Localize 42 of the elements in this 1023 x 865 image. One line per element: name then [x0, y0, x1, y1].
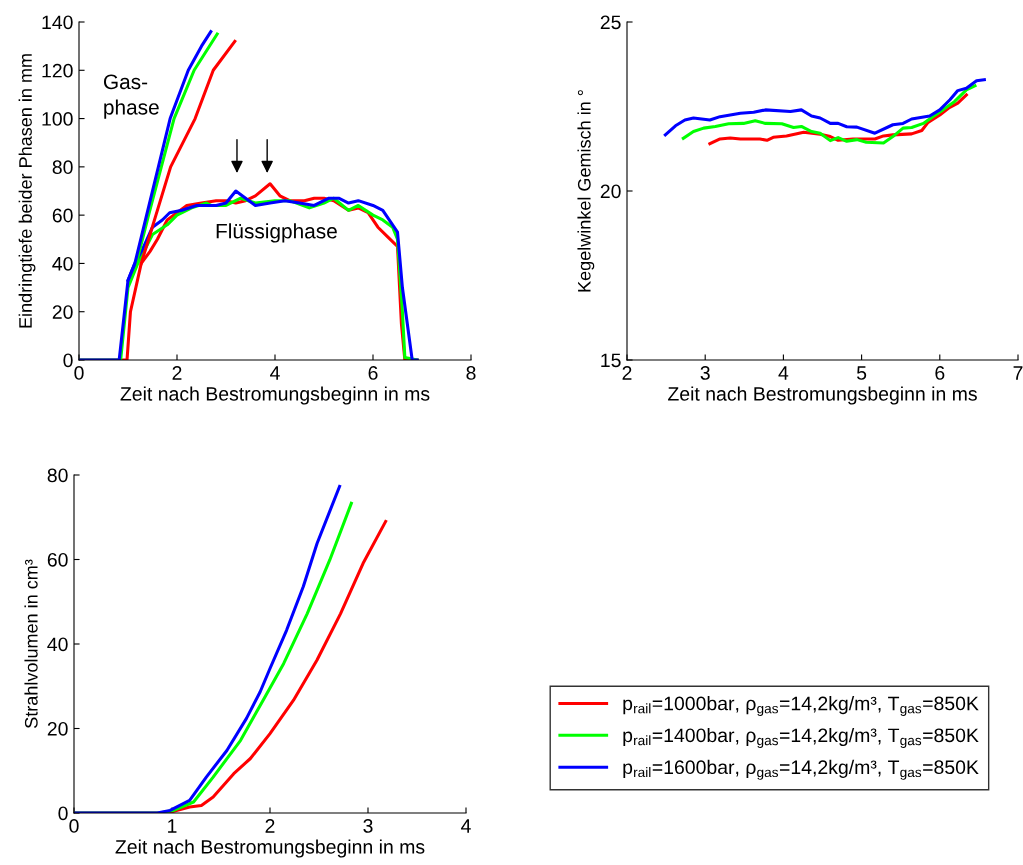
y-axis-title: Strahlvolumen in cm³ [24, 559, 38, 728]
y-tick-label: 40 [52, 256, 73, 271]
annotation: Gas- phase [103, 74, 159, 119]
legend-label: p$_{rail}$=1400bar, ρ$_{gas}$=14,2kg/m³, T$_{gas}$=850K [623, 727, 979, 748]
y-tick-label: 20 [600, 184, 621, 199]
y-tick-label: 20 [47, 721, 68, 736]
y-tick-label: 15 [601, 353, 621, 368]
y-tick-label: 25 [600, 15, 621, 30]
x-tick-label: 3 [700, 366, 710, 380]
x-axis-title: Zeit nach Bestromungsbeginn in ms [115, 839, 425, 858]
y-tick-label: 80 [52, 160, 73, 175]
y-tick-label: 0 [63, 353, 73, 368]
x-axis-title: Zeit nach Bestromungsbeginn in ms [668, 386, 977, 405]
y-axis-title: Eindringtiefe beider Phasen in mm [18, 54, 36, 328]
x-tick-label: 2 [265, 819, 275, 833]
x-tick-label: 8 [466, 366, 476, 380]
y-tick-label: 40 [47, 637, 68, 652]
x-tick-label: 2 [622, 366, 632, 380]
legend-label: p$_{rail}$=1000bar, ρ$_{gas}$=14,2kg/m³, T$_{gas}$=850K [623, 696, 979, 717]
annotation: Flüssigphase [216, 223, 337, 243]
y-tick-label: 80 [47, 468, 68, 483]
x-tick-label: 6 [935, 366, 945, 380]
x-tick-label: 4 [270, 366, 280, 380]
y-tick-label: 20 [52, 305, 73, 319]
y-axis-title: Kegelwinkel Gemisch in ° [577, 90, 595, 292]
x-tick-label: 5 [856, 366, 867, 380]
y-tick-label: 100 [42, 112, 73, 126]
y-tick-label: 60 [47, 552, 68, 567]
legend-label: p$_{rail}$=1600bar, ρ$_{gas}$=14,2kg/m³, T$_{gas}$=850K [623, 759, 979, 780]
x-tick-label: 4 [461, 819, 471, 833]
y-tick-label: 140 [42, 15, 73, 30]
x-tick-label: 3 [363, 819, 373, 833]
x-tick-label: 0 [74, 366, 84, 380]
y-tick-label: 60 [52, 208, 73, 223]
y-tick-label: 120 [42, 63, 73, 78]
x-axis-title: Zeit nach Bestromungsbeginn in ms [120, 386, 430, 405]
x-tick-label: 2 [172, 366, 182, 380]
x-tick-label: 7 [1013, 366, 1023, 380]
x-tick-label: 4 [778, 366, 789, 380]
y-tick-label: 0 [58, 806, 68, 821]
x-tick-label: 1 [168, 819, 177, 833]
x-tick-label: 6 [368, 366, 378, 380]
